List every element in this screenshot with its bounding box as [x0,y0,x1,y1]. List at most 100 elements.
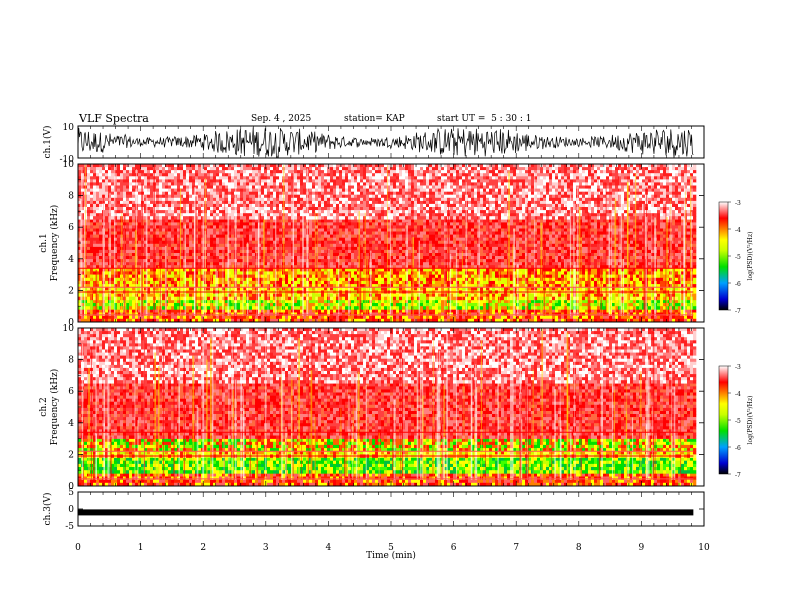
ch1-spectrogram-band-yellow-orange-cell [222,280,226,285]
ch1-spectrogram-band-yellow-green-cell [546,306,550,310]
ch1-spectrogram-band-yellow-orange-cell [321,271,325,275]
ch1-spectrogram-band-yellow-cell [399,293,403,298]
ch1-spectrogram-band-yellow-orange-cell [261,271,265,275]
ch1-spectrogram-band-yellow-orange-cell [81,271,85,275]
ch1-spectrogram-band-red-cell [126,225,130,229]
ch1-spectrogram-band-red-cell [453,219,457,223]
ch1-spectrogram-band-yellow-orange-cell [297,268,301,272]
ch1-spectrogram-band-yellow-cell [156,293,160,298]
ch1-spectrogram-band-red-cell [639,231,643,235]
ch1-spectrogram-band-red-cell [657,234,661,238]
ch1-spectrogram-band-red-cell [468,225,472,229]
ch1-spectrogram-band-red-cell [99,237,103,242]
ch1-spectrogram-band-red-cell [432,231,436,235]
ch1-spectrogram-band-yellow-green-cell [624,306,628,310]
ch1-spectrogram-band-yellow-orange-cell [114,280,118,285]
ch1-spectrogram-band-red-orange-cell [300,312,304,316]
ch1-spectrogram-band-yellow-orange-cell [381,277,385,282]
ch1-spectrogram-band-yellow-orange-cell [414,268,418,272]
ch1-spectrogram-band-yellow-cell [408,296,412,301]
ch1-spectrogram-band-red-cell [117,231,121,235]
ch1-spectrogram-band-yellow-green-cell [552,306,556,310]
ch1-spectrogram-band-yellow-orange-cell [639,277,643,282]
ch1-spectrogram-band-yellow-orange-cell [294,280,298,285]
ch1-spectrogram-band-red-cell [693,228,697,232]
ch1-spectrogram-band-yellow-cell [342,293,346,298]
ch1-spectrogram-band-red-cell [378,219,382,223]
ch1-spectrogram-band-red-cell [441,219,445,223]
ch1-spectrogram-band-yellow-green-cell [288,299,292,304]
ch1-spectrogram-band-yellow-cell [288,296,292,301]
ch1-spectrogram-band-red-orange-cell [642,315,646,320]
ch1-spectrogram-band-red-cell [243,228,247,232]
ch1-spectrogram-band-red-cell [435,234,439,238]
ch1-spectrogram-band-red-cell [513,225,517,229]
ch1-spectrogram-band-red-cell [600,228,604,232]
ch1-spectrogram-band-yellow-orange-cell [693,271,697,275]
ch1-spectrogram-band-yellow-green-cell [474,303,478,307]
ch1-spectrogram-band-yellow-cell [168,287,172,291]
ch1-spectrogram-band-red-orange-cell [429,309,433,313]
ch1-spectrogram-band-yellow-green-cell [501,306,505,310]
ch1-spectrogram-band-yellow-cell [240,293,244,298]
ch1-spectrogram-band-yellow-orange-cell [375,274,379,279]
ch1-spectrogram-band-yellow-orange-cell [171,274,175,279]
ch1-spectrogram-band-red-cell [150,222,154,226]
ch1-spectrogram-band-red-orange-cell [525,309,529,313]
ch1-spectrogram-band-red-cell [555,225,559,229]
ch1-spectrogram-band-yellow-cell [354,287,358,291]
ch1-spectrogram-band-yellow-green-cell [423,306,427,310]
ch1-spectrogram-band-yellow-cell [117,296,121,301]
ch1-spectrogram-band-red-cell [177,228,181,232]
ch1-spectrogram-band-yellow-orange-cell [561,277,565,282]
ch1-spectrogram-band-red-cell [168,222,172,226]
ch1-spectrogram-band-yellow-cell [360,296,364,301]
ch1-spectrogram-band-red-orange-cell [636,315,640,320]
ch1-spectrogram-band-red-orange-cell [96,318,100,323]
ch1-spectrogram-band-yellow-orange-cell [612,271,616,275]
ch1-spectrogram-band-yellow-orange-cell [330,284,334,288]
ch1-spectrogram-band-red-cell [630,234,634,238]
ch1-spectrogram-band-red-cell [117,222,121,226]
ch1-spectrogram-band-red-cell [327,234,331,238]
ch1-spectrogram-band-yellow-cell [315,296,319,301]
ch1-spectrogram-band-red-cell [558,228,562,232]
ch1-spectrogram-band-yellow-green-cell [150,299,154,304]
ch1-spectrogram-band-yellow-orange-cell [495,271,499,275]
ch1-spectrogram-band-red-cell [480,222,484,226]
ch1-spectrogram-band-yellow-green-cell [222,306,226,310]
ch1-spectrogram-band-red-orange-cell [444,309,448,313]
ch1-spectrogram-band-red-cell [414,222,418,226]
ch1-spectrogram-band-red-orange-cell [180,315,184,320]
ch1-spectrogram-band-red-cell [411,231,415,235]
ch1-spectrogram-band-yellow-green-cell [354,303,358,307]
ch1-spectrogram-band-yellow-cell [687,296,691,301]
ch1-spectrogram-band-yellow-orange-cell [249,284,253,288]
ch1-spectrogram-band-yellow-green-cell [432,299,436,304]
ch1-spectrogram-band-yellow-green-cell [168,303,172,307]
ch1-spectrogram-band-yellow-cell [261,287,265,291]
ch1-spectrogram-band-yellow-green-cell [687,299,691,304]
ch1-spectrogram-band-red-cell [672,222,676,226]
ch1-spectrogram-band-red-orange-cell [333,309,337,313]
ch1-spectrogram-band-red-cell [651,222,655,226]
ch1-spectrogram-band-yellow-cell [336,296,340,301]
ch1-spectrogram-band-red-cell [396,228,400,232]
ch1-spectrogram-band-yellow-green-cell [138,303,142,307]
ch1-spectrogram-band-yellow-green-cell [630,306,634,310]
ch1-spectrogram-band-yellow-green-cell [99,299,103,304]
ch1-spectrogram-band-yellow-orange-cell [198,284,202,288]
ch1-spectrogram-band-red-cell [687,231,691,235]
ch1-spectrogram-band-red-cell [309,228,313,232]
ch1-spectrogram-band-yellow-cell [399,287,403,291]
ch1-spectrogram-band-yellow-green-cell [267,299,271,304]
ch1-spectrogram-band-yellow-green-cell [345,299,349,304]
ch1-spectrogram-band-red-cell [660,222,664,226]
ch1-spectrogram-band-yellow-green-cell [150,306,154,310]
ch1-spectrogram-band-yellow-orange-cell [555,271,559,275]
ch1-spectrogram-band-yellow-cell [612,287,616,291]
ch1-spectrogram-band-yellow-orange-cell [315,271,319,275]
ch1-spectrogram-band-red-orange-cell [666,315,670,320]
ch1-spectrogram-band-red-orange-cell [99,312,103,316]
ch1-spectrogram-band-red-cell [636,222,640,226]
